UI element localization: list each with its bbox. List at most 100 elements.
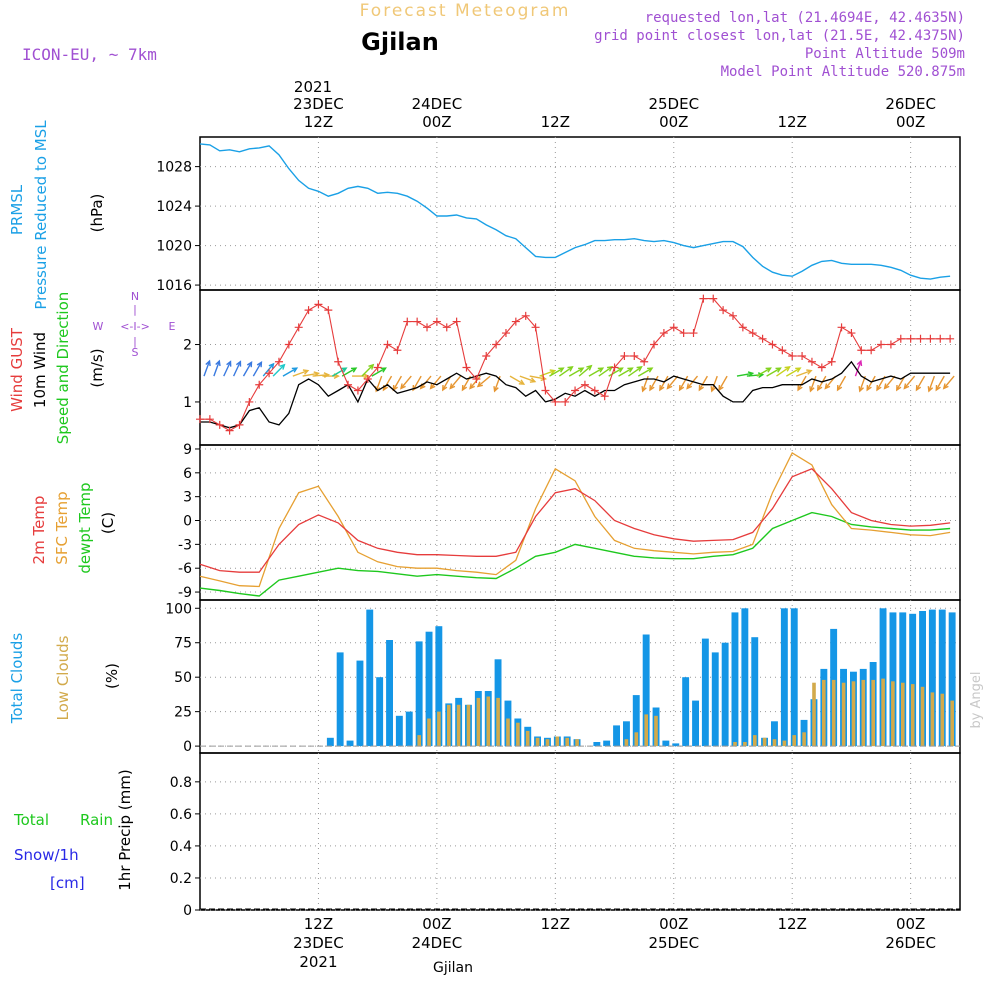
gust-marker	[373, 363, 382, 372]
pressure-labels: PRMSL Pressure Reduced to MSL (hPa)	[8, 120, 106, 310]
wind-arrow-head	[903, 383, 910, 390]
y-tick-label: 0	[183, 514, 192, 530]
wind-arrow-head	[809, 386, 815, 393]
gust-marker	[225, 426, 234, 435]
wind-arrow-shaft	[392, 375, 403, 391]
total-cloud-bar	[415, 641, 423, 747]
cloud-unit: (%)	[103, 663, 121, 689]
gust-marker	[393, 346, 402, 355]
wind-arrow-head	[368, 363, 375, 370]
gust-marker	[798, 352, 807, 361]
gust-marker	[403, 317, 412, 326]
wind-arrow	[232, 360, 242, 377]
gust-marker	[245, 397, 254, 406]
gust-marker	[778, 346, 787, 355]
wind-arrow-head	[636, 366, 643, 372]
top-axis-hour: 12Z	[541, 113, 570, 131]
wind-arrow	[718, 375, 728, 392]
total-cloud-bar	[721, 642, 729, 747]
wind-arrow	[352, 373, 370, 380]
y-tick-label: 3	[183, 490, 192, 506]
wind-arrow	[361, 363, 375, 377]
top-axis-hour: 00Z	[896, 113, 925, 131]
low-cloud-bar	[743, 742, 747, 747]
wind-unit: (m/s)	[88, 348, 106, 387]
bottom-axis-hour: 00Z	[896, 915, 925, 933]
wind-arrow-head	[400, 383, 406, 390]
wind-arrow-shaft	[736, 372, 753, 377]
gust-marker	[294, 323, 303, 332]
wind-dir-label: Speed and Direction	[54, 292, 72, 445]
top-year-label: 2021	[294, 78, 332, 96]
gust-marker	[571, 386, 580, 395]
wind-arrow	[223, 360, 232, 377]
total-cloud-bar	[435, 626, 443, 747]
gust-marker	[255, 380, 264, 389]
wind-arrow-shaft	[449, 375, 462, 389]
top-axis-date: 25DEC	[648, 95, 699, 113]
compass-e: E	[169, 320, 176, 333]
wind-arrow	[392, 375, 403, 392]
total-cloud-bar	[642, 634, 650, 747]
bottom-axis-date: 26DEC	[885, 934, 936, 952]
wind-arrow	[785, 367, 802, 377]
wind-arrow-head	[757, 372, 765, 378]
wind-arrow	[262, 362, 275, 377]
gust-marker	[817, 363, 826, 372]
panel-frame-0	[199, 136, 961, 291]
wind-arrow-head	[824, 383, 831, 390]
wind-arrow-shaft	[312, 374, 329, 377]
gust-marker	[669, 323, 678, 332]
y-tick-label: 0	[183, 903, 192, 919]
low-cloud-bar	[901, 682, 905, 747]
wind-arrow-head	[350, 367, 358, 373]
low-cloud-bar	[417, 735, 421, 747]
wind-arrow-head	[806, 369, 813, 375]
wind-arrow-shaft	[223, 361, 232, 377]
wind-arrow-head	[226, 360, 232, 367]
wind-arrow-shaft	[637, 367, 653, 377]
wind-arrow	[203, 359, 211, 377]
gust-marker	[482, 352, 491, 361]
wind-arrow	[429, 375, 442, 390]
wind-arrow-shaft	[549, 367, 564, 377]
temp-unit: (C)	[99, 512, 117, 534]
gust-marker	[946, 334, 955, 343]
wind-arrow	[371, 367, 387, 377]
low-cloud-bar	[930, 692, 935, 747]
wind-arrow	[442, 375, 452, 392]
compass-w: W	[93, 320, 104, 333]
total-label: Total	[13, 811, 49, 829]
wind-arrow-head	[617, 367, 624, 373]
wind-arrow-shaft	[371, 367, 386, 377]
pressure-label-prmsl: PRMSL	[8, 184, 26, 235]
y-tick-label: 0.2	[170, 871, 192, 887]
gust-marker	[344, 380, 353, 389]
total-cloud-bar	[928, 609, 936, 747]
wind-arrow-shaft	[718, 375, 728, 391]
wind-arrow	[272, 363, 286, 377]
gust-marker	[610, 363, 619, 372]
wind-arrow-head	[291, 367, 299, 373]
wind-arrow-shaft	[628, 366, 642, 377]
wind-arrow-head	[461, 384, 468, 392]
pressure-unit: (hPa)	[88, 194, 106, 233]
wind-arrow-head	[710, 386, 716, 393]
gust-marker	[363, 374, 372, 383]
wind-arrow-shaft	[469, 375, 481, 389]
wind-arrow-head	[649, 384, 655, 392]
wind-arrow-head	[817, 384, 823, 392]
wind-arrow-shaft	[776, 366, 790, 377]
y-tick-label: 0	[183, 739, 192, 755]
low-cloud-bar	[851, 681, 856, 747]
dewpt-label: dewpt Temp	[76, 482, 94, 573]
gust-marker	[541, 386, 550, 395]
wind-arrow-head	[927, 386, 934, 393]
wind-arrow	[659, 375, 669, 392]
wind-arrow	[469, 375, 481, 390]
wind-arrow	[400, 375, 412, 390]
wind-arrow	[666, 375, 679, 390]
wind-arrow-shaft	[382, 375, 393, 391]
total-cloud-bar	[889, 612, 897, 747]
